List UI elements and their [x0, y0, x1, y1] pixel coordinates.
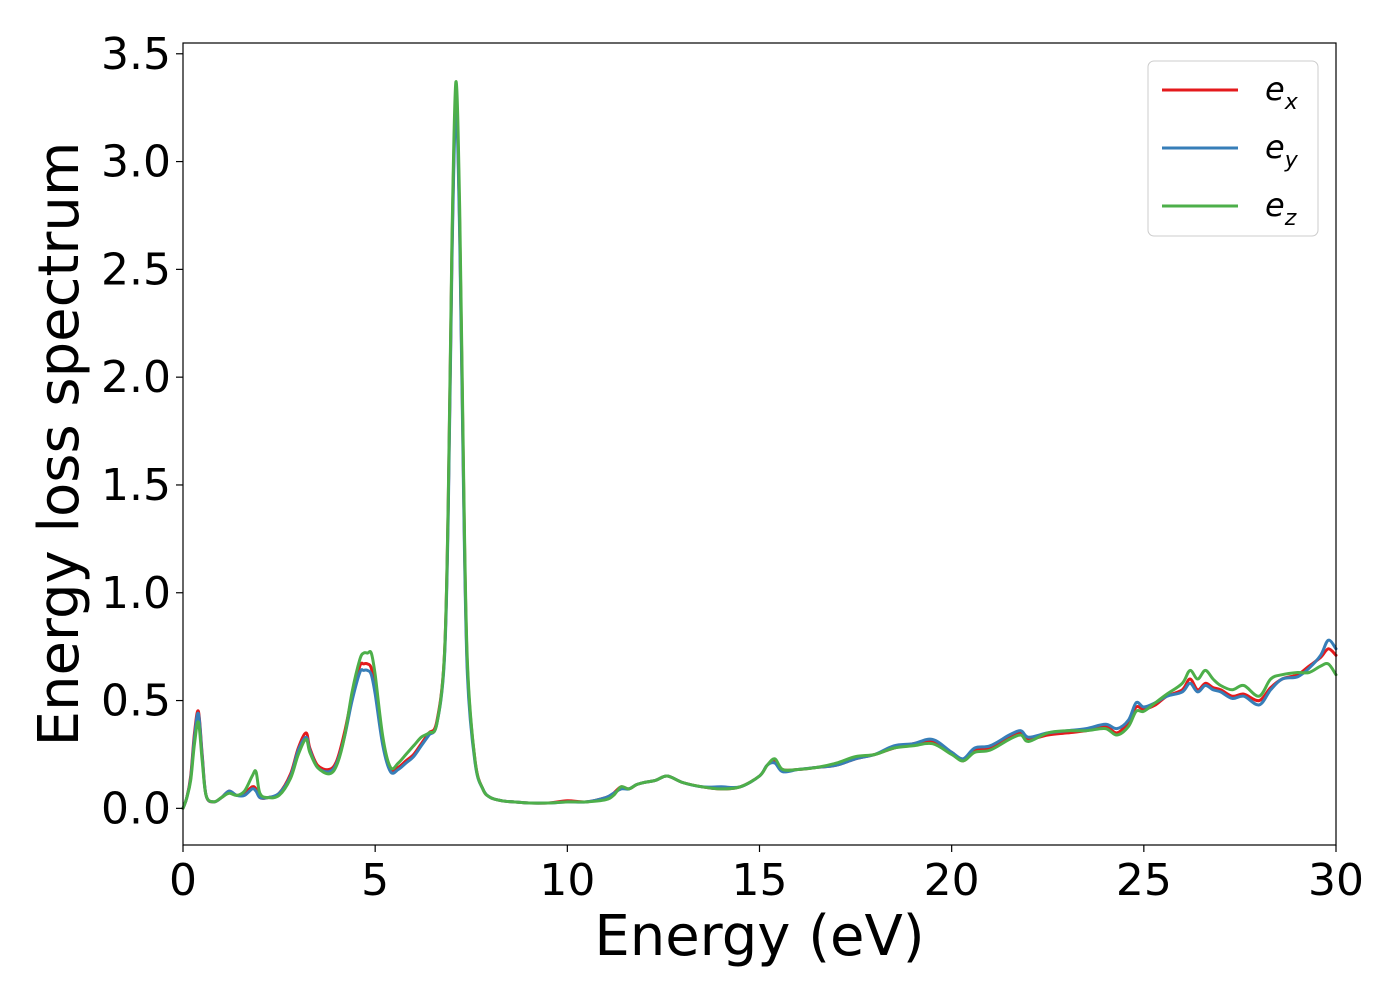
legend-label-base: e [1265, 128, 1285, 166]
legend-label-ey: ey [1265, 128, 1299, 173]
x-tick-label: 10 [539, 855, 595, 906]
legend-label-subscript: z [1284, 206, 1297, 231]
x-axis-ticks: 0 5 10 15 20 25 30 [169, 845, 1364, 906]
series-line-ez [181, 80, 1338, 810]
y-tick-label: 3.0 [101, 137, 171, 188]
y-tick-label: 2.0 [101, 352, 171, 403]
x-axis-title: Energy (eV) [594, 904, 924, 969]
y-tick-label: 0.0 [101, 783, 171, 834]
x-tick-label: 15 [732, 855, 788, 906]
y-tick-label: 3.5 [101, 29, 171, 80]
legend-label-subscript: x [1284, 90, 1299, 115]
x-tick-label: 0 [169, 855, 197, 906]
legend-label-base: e [1265, 186, 1285, 224]
legend-label-subscript: y [1284, 148, 1299, 173]
legend-label-base: e [1265, 70, 1285, 108]
x-tick-label: 5 [361, 855, 389, 906]
y-tick-label: 1.5 [101, 460, 171, 511]
plot-lines [181, 80, 1338, 810]
legend-label-ez: ez [1265, 186, 1297, 231]
legend-label-ex: ex [1265, 70, 1299, 115]
y-tick-label: 1.0 [101, 568, 171, 619]
x-tick-label: 30 [1308, 855, 1364, 906]
x-tick-label: 25 [1116, 855, 1172, 906]
x-tick-label: 20 [924, 855, 980, 906]
y-axis-title: Energy loss spectrum [27, 142, 92, 747]
y-axis-ticks: 0.0 0.5 1.0 1.5 2.0 2.5 3.0 3.5 [101, 29, 183, 834]
y-tick-label: 2.5 [101, 244, 171, 295]
y-tick-label: 0.5 [101, 676, 171, 727]
